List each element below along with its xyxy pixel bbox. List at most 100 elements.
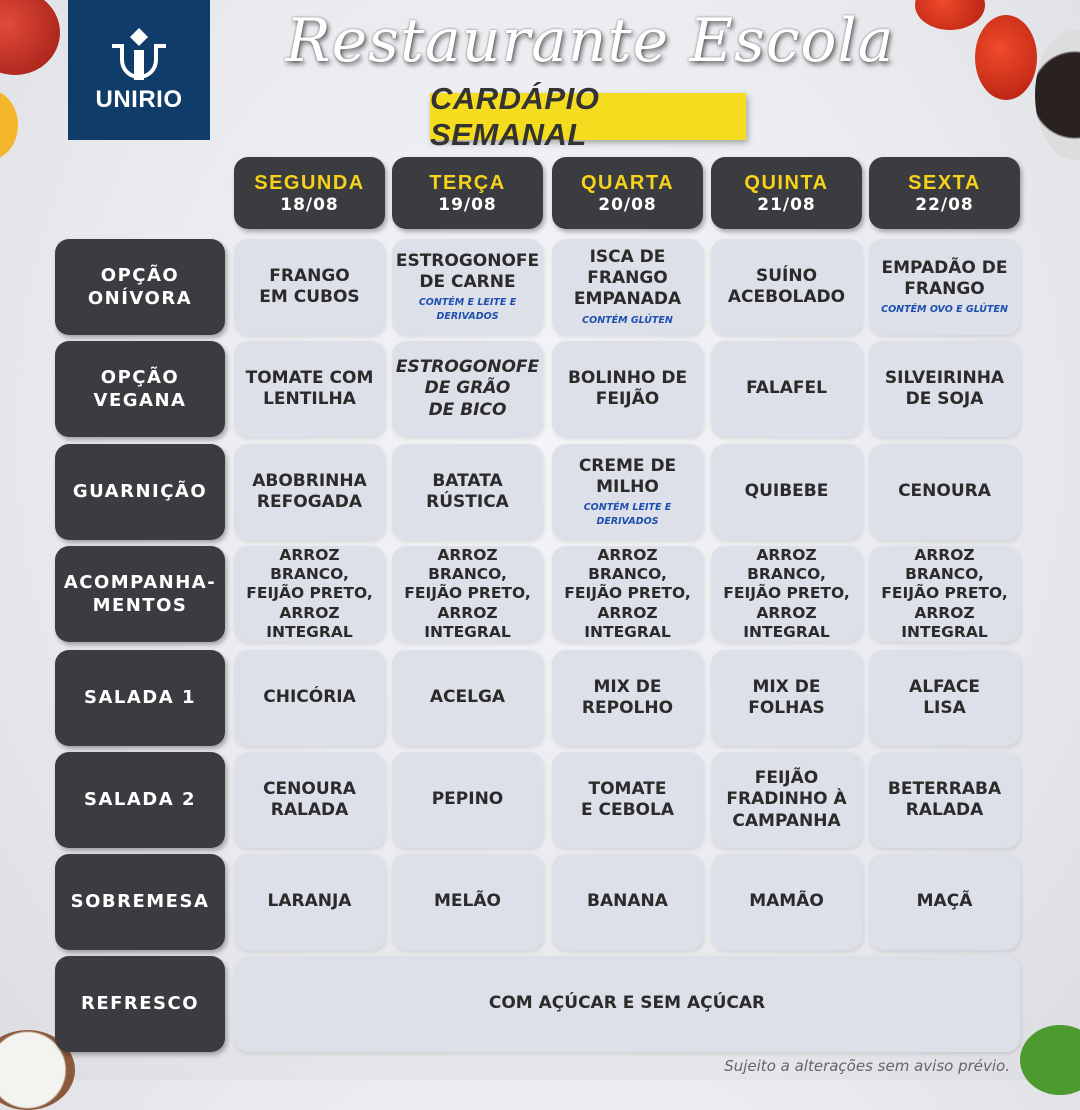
menu-cell: FEIJÃO FRADINHO À CAMPANHA [711, 752, 862, 848]
menu-cell: ABOBRINHA REFOGADA [234, 444, 385, 540]
menu-item-text: BOLINHO DE FEIJÃO [567, 367, 688, 409]
menu-cell: ARROZ BRANCO, FEIJÃO PRETO, ARROZ INTEGR… [552, 546, 703, 642]
day-header-1: TERÇA 19/08 [392, 157, 543, 229]
row-label: SALADA 2 [55, 752, 225, 848]
menu-cell: MIX DE FOLHAS [711, 650, 862, 746]
menu-item-text: SILVEIRINHA DE SOJA [884, 367, 1005, 409]
menu-cell: ESTROGONOFE DE GRÃO DE BICO [392, 341, 543, 437]
allergen-note: CONTÉM OVO E GLÚTEN [881, 304, 1008, 316]
pepper-bowl-decoration [1035, 30, 1080, 160]
allergen-note: CONTÉM LEITE E DERIVADOS [583, 502, 672, 527]
menu-item-text: CENOURA [898, 481, 991, 502]
menu-cell: BETERRABA RALADA [869, 752, 1020, 848]
menu-item-text: LARANJA [267, 891, 352, 912]
menu-item-text: BANANA [587, 891, 668, 912]
menu-cell: FRANGO EM CUBOS [234, 239, 385, 335]
menu-item-text: ARROZ BRANCO, FEIJÃO PRETO, ARROZ INTEGR… [404, 545, 531, 642]
lemon-decoration [0, 90, 18, 160]
menu-cell: CREME DE MILHO CONTÉM LEITE E DERIVADOS [552, 444, 703, 540]
logo-text: UNIRIO [95, 86, 183, 113]
row-label: SOBREMESA [55, 854, 225, 950]
day-name: QUARTA [580, 171, 675, 194]
menu-cell: CENOURA [869, 444, 1020, 540]
basil-decoration [1020, 1025, 1080, 1095]
day-date: 18/08 [280, 194, 339, 215]
day-date: 20/08 [598, 194, 657, 215]
day-header-0: SEGUNDA 18/08 [234, 157, 385, 229]
day-header-4: SEXTA 22/08 [869, 157, 1020, 229]
menu-item-text: MAMÃO [749, 891, 824, 912]
menu-cell: EMPADÃO DE FRANGO CONTÉM OVO E GLÚTEN [869, 239, 1020, 335]
day-header-3: QUINTA 21/08 [711, 157, 862, 229]
day-name: SEGUNDA [254, 171, 365, 194]
menu-cell: TOMATE COM LENTILHA [234, 341, 385, 437]
day-date: 22/08 [915, 194, 974, 215]
page-title: Restaurante Escola [285, 6, 895, 76]
menu-cell: MIX DE REPOLHO [552, 650, 703, 746]
menu-item-text: ABOBRINHA REFOGADA [252, 470, 367, 512]
menu-cell: SUÍNO ACEBOLADO [711, 239, 862, 335]
tomato-decoration [975, 15, 1037, 100]
menu-cell: ARROZ BRANCO, FEIJÃO PRETO, ARROZ INTEGR… [869, 546, 1020, 642]
allergen-note: CONTÉM E LEITE E DERIVADOS [418, 297, 517, 322]
menu-item-text: MIX DE REPOLHO [581, 676, 674, 718]
menu-cell: BANANA [552, 854, 703, 950]
menu-item-text: FEIJÃO FRADINHO À CAMPANHA [726, 768, 847, 831]
menu-cell-span: COM AÇÚCAR E SEM AÇÚCAR [234, 956, 1020, 1052]
allergen-note: CONTÉM GLÚTEN [582, 314, 673, 326]
menu-cell: LARANJA [234, 854, 385, 950]
menu-cell: ACELGA [392, 650, 543, 746]
menu-banner: CARDÁPIO SEMANAL [430, 81, 746, 152]
unirio-logo: UNIRIO [68, 0, 210, 140]
menu-cell: ISCA DE FRANGO EMPANADA CONTÉM GLÚTEN [552, 239, 703, 335]
menu-item-text: ARROZ BRANCO, FEIJÃO PRETO, ARROZ INTEGR… [564, 545, 691, 642]
menu-cell: MAMÃO [711, 854, 862, 950]
menu-item-text: BETERRABA RALADA [887, 778, 1002, 820]
menu-cell: ALFACE LISA [869, 650, 1020, 746]
menu-item-text: COM AÇÚCAR E SEM AÇÚCAR [488, 993, 766, 1014]
day-name: SEXTA [908, 171, 981, 194]
menu-cell: MAÇÃ [869, 854, 1020, 950]
row-label: GUARNIÇÃO [55, 444, 225, 540]
menu-cell: CENOURA RALADA [234, 752, 385, 848]
menu-item-text: ALFACE LISA [909, 676, 980, 718]
menu-item-text: PEPINO [431, 789, 504, 810]
menu-item-text: CHICÓRIA [263, 687, 356, 708]
row-label: OPÇÃO VEGANA [55, 341, 225, 437]
menu-item-text: QUIBEBE [744, 481, 829, 502]
menu-item-text: CREME DE MILHO [578, 455, 677, 498]
menu-item-text: EMPADÃO DE FRANGO [881, 257, 1008, 299]
menu-item-text: MAÇÃ [916, 891, 973, 912]
menu-item-text: MELÃO [434, 891, 501, 912]
menu-item-text: ARROZ BRANCO, FEIJÃO PRETO, ARROZ INTEGR… [246, 545, 373, 642]
day-name: QUINTA [744, 171, 829, 194]
row-label: REFRESCO [55, 956, 225, 1052]
menu-item-text: FRANGO EM CUBOS [259, 265, 360, 307]
menu-item-text: BATATA RÚSTICA [426, 470, 509, 512]
day-date: 19/08 [438, 194, 497, 215]
menu-cell: QUIBEBE [711, 444, 862, 540]
menu-item-text: SUÍNO ACEBOLADO [727, 265, 846, 307]
menu-cell: MELÃO [392, 854, 543, 950]
menu-item-text: ISCA DE FRANGO EMPANADA [573, 246, 682, 310]
menu-cell: TOMATE E CEBOLA [552, 752, 703, 848]
row-label: SALADA 1 [55, 650, 225, 746]
menu-item-text: MIX DE FOLHAS [748, 676, 825, 718]
menu-item-text: ARROZ BRANCO, FEIJÃO PRETO, ARROZ INTEGR… [723, 545, 850, 642]
menu-cell: SILVEIRINHA DE SOJA [869, 341, 1020, 437]
day-header-2: QUARTA 20/08 [552, 157, 703, 229]
menu-cell: ESTROGONOFE DE CARNE CONTÉM E LEITE E DER… [392, 239, 543, 335]
menu-cell: CHICÓRIA [234, 650, 385, 746]
menu-cell: PEPINO [392, 752, 543, 848]
footer-note: Sujeito a alterações sem aviso prévio. [724, 1057, 1010, 1075]
unirio-emblem-icon [112, 28, 166, 80]
banner-text: CARDÁPIO SEMANAL [430, 80, 600, 152]
menu-item-text: TOMATE E CEBOLA [580, 778, 675, 820]
day-date: 21/08 [757, 194, 816, 215]
menu-cell: BOLINHO DE FEIJÃO [552, 341, 703, 437]
menu-item-text: ARROZ BRANCO, FEIJÃO PRETO, ARROZ INTEGR… [881, 545, 1008, 642]
menu-cell: FALAFEL [711, 341, 862, 437]
menu-item-text: ESTROGONOFE DE CARNE [395, 250, 540, 293]
menu-item-text: TOMATE COM LENTILHA [245, 367, 374, 409]
menu-item-text: CENOURA RALADA [263, 778, 356, 820]
